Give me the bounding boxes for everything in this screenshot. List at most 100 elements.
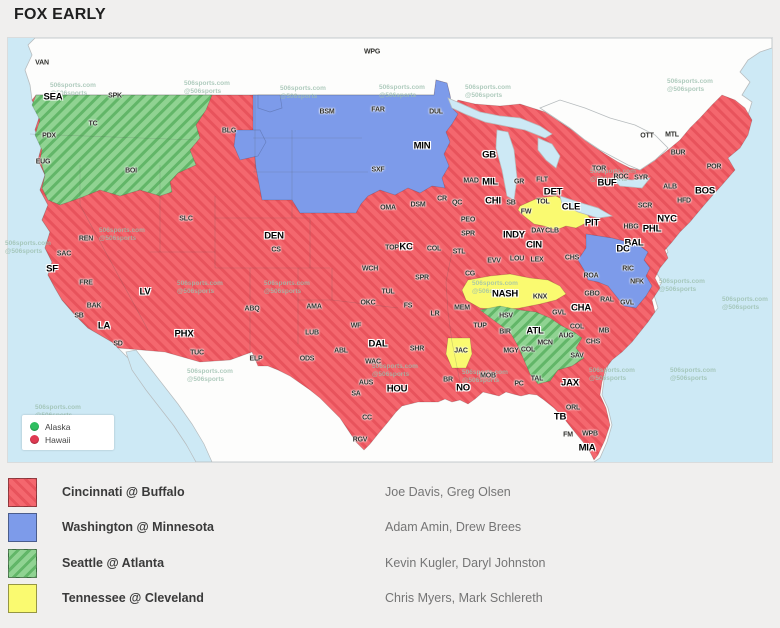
game-announcers: Joe Davis, Greg Olsen — [385, 485, 511, 499]
city-label-tor: TOR — [591, 165, 607, 173]
city-label-mad: MAD — [463, 177, 479, 185]
city-label-cr: CR — [437, 195, 447, 203]
city-label-fre: FRE — [79, 279, 93, 287]
canada-ontario-wedge — [539, 99, 669, 171]
city-label-okc: OKC — [360, 299, 376, 307]
city-label-tol: TOL — [536, 198, 550, 206]
city-label-boi: BOI — [125, 167, 137, 175]
city-label-blg: BLG — [221, 127, 237, 135]
city-label-top: TOP — [385, 244, 399, 252]
game-row: Cincinnati @ Buffalo Joe Davis, Greg Olse… — [8, 476, 772, 511]
city-label-nash: NASH — [491, 288, 519, 300]
city-label-gvl: GVL — [552, 309, 566, 317]
city-label-gvl: GVL — [620, 299, 634, 307]
game-color-swatch — [8, 548, 37, 578]
city-label-knx: KNX — [532, 293, 548, 301]
city-label-mob: MOB — [480, 372, 496, 380]
city-label-sea: SEA — [43, 91, 63, 103]
city-label-ama: AMA — [306, 303, 322, 311]
city-label-dal: DAL — [368, 338, 388, 350]
city-label-lv: LV — [139, 286, 151, 298]
city-label-jax: JAX — [561, 377, 579, 389]
city-label-pit: PIT — [584, 217, 600, 229]
city-label-gbo: GBO — [584, 290, 600, 298]
city-label-tal: TAL — [530, 375, 544, 383]
games-legend: Cincinnati @ Buffalo Joe Davis, Greg Olse… — [8, 476, 772, 618]
city-label-br: BR — [443, 376, 453, 384]
city-label-buf: BUF — [597, 177, 617, 189]
city-label-cg: CG — [464, 270, 476, 278]
state-borders — [29, 94, 463, 393]
region-washington-minnesota-patch — [257, 94, 283, 113]
city-label-ric: RIC — [622, 265, 634, 273]
city-label-spr: SPR — [415, 274, 429, 282]
city-label-gb: GB — [482, 149, 496, 161]
region-tennessee-cleveland-tn — [461, 273, 567, 311]
city-label-bal: BAL — [624, 237, 644, 249]
city-label-bir: BIR — [499, 328, 511, 336]
city-label-flt: FLT — [536, 176, 548, 184]
city-label-ral: RAL — [600, 296, 614, 304]
city-label-mcn: MCN — [537, 339, 553, 347]
city-label-hbg: HBG — [623, 223, 639, 231]
city-label-stl: STL — [452, 248, 466, 256]
city-label-scr: SCR — [637, 202, 653, 210]
city-label-den: DEN — [264, 230, 284, 242]
city-label-mil: MIL — [482, 176, 498, 188]
city-label-oma: OMA — [380, 204, 396, 212]
city-label-sf: SF — [46, 263, 58, 275]
city-label-sav: SAV — [570, 352, 584, 360]
hawaii-dot-icon — [30, 435, 39, 444]
inset-legend-row-alaska: Alaska — [30, 420, 114, 433]
city-label-wf: WF — [350, 322, 362, 330]
city-label-lr: LR — [430, 310, 440, 318]
city-label-tc: TC — [88, 120, 98, 128]
city-label-ren: REN — [78, 235, 94, 243]
city-label-elp: ELP — [249, 355, 263, 363]
city-label-sb: SB — [506, 199, 516, 207]
region-tennessee-cleveland-ms — [445, 337, 473, 369]
region-washington-minnesota-midatlantic — [577, 233, 653, 309]
city-label-bak: BAK — [86, 302, 102, 310]
inset-legend-label: Hawaii — [45, 434, 71, 445]
city-label-la: LA — [97, 320, 111, 332]
city-label-far: FAR — [371, 106, 385, 114]
city-label-cin: CIN — [526, 239, 542, 251]
region-washington-minnesota-patch — [233, 129, 267, 161]
game-announcers: Kevin Kugler, Daryl Johnston — [385, 555, 546, 570]
city-label-lou: LOU — [509, 255, 525, 263]
game-matchup: Cincinnati @ Buffalo — [62, 485, 185, 499]
game-matchup: Washington @ Minnesota — [62, 520, 214, 535]
coverage-map-svg — [8, 38, 772, 462]
game-row: Washington @ Minnesota Adam Amin, Drew Br… — [8, 511, 772, 546]
city-label-abq: ABQ — [244, 305, 260, 313]
city-label-spk: SPK — [108, 92, 122, 100]
city-label-chs: CHS — [585, 338, 601, 346]
game-color-swatch — [8, 584, 37, 614]
city-label-dul: DUL — [429, 108, 443, 116]
city-label-chi: CHI — [485, 195, 501, 207]
city-label-bsm: BSM — [319, 108, 335, 116]
city-label-bos: BOS — [695, 185, 715, 197]
city-label-wpg: WPG — [363, 48, 381, 56]
city-label-sac: SAC — [56, 250, 72, 258]
city-label-kc: KC — [399, 241, 413, 253]
city-label-atl: ATL — [526, 325, 544, 337]
city-label-hou: HOU — [386, 383, 408, 395]
city-label-mem: MEM — [454, 304, 470, 312]
city-label-wac: WAC — [365, 358, 381, 366]
region-seattle-atlanta-nw — [31, 94, 213, 206]
city-label-mb: MB — [598, 327, 610, 335]
city-label-tup: TUP — [473, 322, 487, 330]
city-label-dc: DC — [616, 243, 630, 255]
city-label-tul: TUL — [381, 288, 395, 296]
city-label-day: DAY — [531, 227, 545, 235]
city-label-tuc: TUC — [190, 349, 204, 357]
coverage-map: Alaska Hawaii VAN WPG TOR OTT MTL SEA SPK TC PDX E… — [5, 38, 772, 462]
city-label-fm: FM — [563, 431, 573, 439]
city-label-fw: FW — [520, 208, 532, 216]
city-label-det: DET — [543, 186, 563, 198]
city-label-sa: SA — [351, 390, 361, 398]
city-label-alb: ALB — [663, 183, 677, 191]
